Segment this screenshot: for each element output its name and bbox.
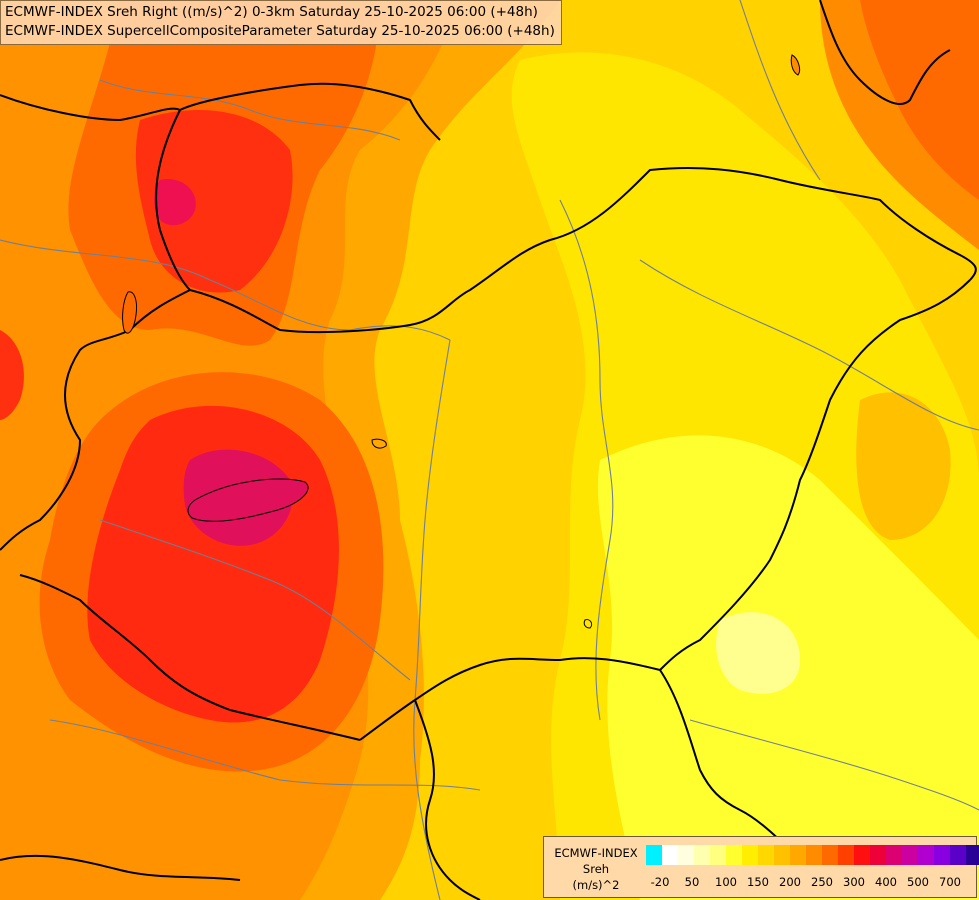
legend-label: ECMWF-INDEX Sreh (m/s)^2 xyxy=(550,845,642,893)
border-bosnia xyxy=(0,854,241,881)
field-pale-yellow-southeast xyxy=(716,612,800,694)
legend-swatch xyxy=(774,845,790,865)
river-northeast xyxy=(739,0,821,181)
color-legend: ECMWF-INDEX Sreh (m/s)^2 -20 50 100 150 200 2… xyxy=(543,836,979,898)
legend-swatch xyxy=(822,845,838,865)
field-red-west-edge xyxy=(0,330,24,420)
river-danube-lower xyxy=(413,339,451,900)
legend-swatch xyxy=(806,845,822,865)
title-line-sreh: ECMWF-INDEX Sreh Right ((m/s)^2) 0-3km S… xyxy=(5,4,538,20)
legend-swatch xyxy=(790,845,806,865)
legend-swatch xyxy=(710,845,726,865)
legend-tick: 100 xyxy=(715,875,737,889)
legend-unit: (m/s)^2 xyxy=(572,878,620,892)
legend-tick: -20 xyxy=(650,875,670,889)
legend-swatch xyxy=(646,845,662,865)
legend-ticks: -20 50 100 150 200 250 300 400 500 700 xyxy=(646,875,971,891)
legend-source: ECMWF-INDEX xyxy=(554,846,638,860)
legend-swatch xyxy=(758,845,774,865)
legend-tick: 300 xyxy=(843,875,865,889)
lake-south xyxy=(583,619,593,629)
legend-swatch xyxy=(694,845,710,865)
border-hungary-east xyxy=(659,279,971,671)
legend-swatch xyxy=(870,845,886,865)
river-east xyxy=(639,259,979,431)
legend-variable: Sreh xyxy=(582,862,610,876)
legend-tick: 250 xyxy=(811,875,833,889)
lake-velence xyxy=(371,438,387,449)
border-hungary-north xyxy=(155,109,977,334)
field-amber-east xyxy=(856,392,951,540)
river-tisza xyxy=(559,199,614,721)
legend-swatch xyxy=(662,845,678,865)
legend-swatch xyxy=(902,845,918,865)
legend-swatch xyxy=(934,845,950,865)
border-croatia xyxy=(19,574,361,741)
river-southeast xyxy=(689,719,979,811)
legend-tick: 400 xyxy=(875,875,897,889)
field-red-north xyxy=(135,110,293,293)
border-serbia xyxy=(414,699,481,900)
legend-tick: 200 xyxy=(779,875,801,889)
legend-swatch xyxy=(678,845,694,865)
river-drava xyxy=(99,519,411,681)
legend-swatch xyxy=(886,845,902,865)
map-title: ECMWF-INDEX Sreh Right ((m/s)^2) 0-3km S… xyxy=(0,0,562,45)
border-northeast xyxy=(819,0,951,105)
legend-tick: 500 xyxy=(907,875,929,889)
legend-swatch xyxy=(950,845,966,865)
legend-tick: 700 xyxy=(939,875,961,889)
title-line-scp: ECMWF-INDEX SupercellCompositeParameter … xyxy=(5,23,555,39)
lake-northeast xyxy=(790,54,801,76)
lake-balaton xyxy=(187,478,309,522)
legend-swatches xyxy=(646,845,979,865)
legend-swatch xyxy=(742,845,758,865)
border-north-1 xyxy=(0,82,441,141)
legend-swatch xyxy=(918,845,934,865)
border-austria-slovenia xyxy=(0,289,191,551)
legend-swatch xyxy=(726,845,742,865)
legend-swatch xyxy=(966,845,979,865)
field-crimson-north xyxy=(154,179,196,226)
legend-tick: 150 xyxy=(747,875,769,889)
border-romania-south xyxy=(659,669,801,861)
legend-swatch xyxy=(854,845,870,865)
river-north xyxy=(99,79,401,141)
border-hungary-south xyxy=(359,657,661,741)
legend-swatch xyxy=(838,845,854,865)
lake-neusiedl xyxy=(122,291,137,334)
legend-tick: 50 xyxy=(684,875,700,889)
river-sava xyxy=(49,719,481,791)
